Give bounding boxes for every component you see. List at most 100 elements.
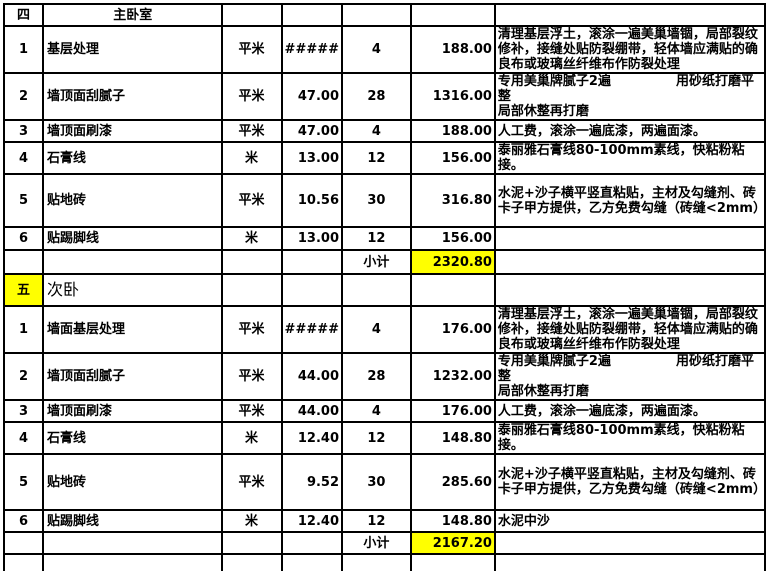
- item-name-cell: 墙顶面刷漆: [42, 119, 223, 143]
- section-header-row: 五 次卧: [2, 273, 766, 307]
- unit-price-cell: 4: [341, 119, 412, 143]
- remark-cell: 水泥+沙子横平竖直粘贴，主材及勾缝剂、砖 卡子甲方提供，乙方免费勾缝（砖缝<2m…: [493, 173, 766, 228]
- item-name-cell: 墙顶面刷漆: [42, 399, 223, 423]
- subtotal-row: 小计 2167.20: [2, 531, 766, 555]
- quantity-cell: 47.00: [280, 72, 344, 121]
- unit-cell: 米: [220, 226, 283, 251]
- unit-cell: 米: [220, 509, 283, 533]
- unit-price-cell: 30: [341, 173, 412, 228]
- empty-cell: [42, 531, 223, 555]
- empty-cell: [280, 249, 344, 275]
- quantity-cell: #####: [280, 25, 344, 74]
- subtotal-value-cell: 2167.20: [409, 531, 496, 555]
- empty-cell: [493, 3, 766, 27]
- row-no-cell: 5: [2, 453, 45, 511]
- unit-price-cell: 12: [341, 509, 412, 533]
- row-no-cell: 2: [2, 352, 45, 401]
- item-row: 3 墙顶面刷漆 平米 44.00 4 176.00 人工费，滚涂一遍底漆，两遍面…: [2, 399, 766, 423]
- empty-cell: [280, 553, 344, 571]
- quotation-table: 四 主卧室 1 基层处理 平米 ##### 4 188.00 清理基层浮土，滚涂…: [2, 3, 766, 571]
- remark-cell: [493, 226, 766, 251]
- unit-price-cell: 28: [341, 352, 412, 401]
- remark-cell: 清理基层浮土，滚涂一遍美巢墙锢，局部裂纹 修补，接缝处贴防裂绷带，轻体墙应满贴的…: [493, 305, 766, 354]
- empty-cell: [220, 531, 283, 555]
- quantity-cell: 47.00: [280, 119, 344, 143]
- empty-cell: [409, 3, 496, 27]
- subtotal-label-cell: 小计: [341, 531, 412, 555]
- item-name-cell: 石膏线: [42, 141, 223, 175]
- amount-cell: 1232.00: [409, 352, 496, 401]
- section-no-cell: 四: [2, 3, 45, 27]
- item-row: 1 墙面基层处理 平米 ##### 4 176.00 清理基层浮土，滚涂一遍美巢…: [2, 305, 766, 354]
- quantity-cell: 13.00: [280, 226, 344, 251]
- row-no-cell: 2: [2, 72, 45, 121]
- empty-cell: [493, 249, 766, 275]
- item-name-cell: 贴地砖: [42, 453, 223, 511]
- empty-cell: [2, 531, 45, 555]
- item-row: 2 墙顶面刮腻子 平米 44.00 28 1232.00 专用美巢牌腻子2遍 用…: [2, 352, 766, 401]
- remark-cell: 专用美巢牌腻子2遍 用砂纸打磨平整 局部休整再打磨: [493, 72, 766, 121]
- unit-price-cell: 4: [341, 25, 412, 74]
- unit-cell: 平米: [220, 352, 283, 401]
- row-no-cell: 5: [2, 173, 45, 228]
- empty-cell: [280, 273, 344, 307]
- remark-cell: 泰丽雅石膏线80-100mm素线，快粘粉粘接。: [493, 421, 766, 455]
- amount-cell: 176.00: [409, 399, 496, 423]
- item-row: 5 贴地砖 平米 9.52 30 285.60 水泥+沙子横平竖直粘贴，主材及勾…: [2, 453, 766, 511]
- quantity-cell: #####: [280, 305, 344, 354]
- amount-cell: 176.00: [409, 305, 496, 354]
- unit-cell: 平米: [220, 72, 283, 121]
- quantity-cell: 10.56: [280, 173, 344, 228]
- empty-cell: [220, 273, 283, 307]
- remark-cell: 人工费，滚涂一遍底漆，两遍面漆。: [493, 119, 766, 143]
- empty-cell: [42, 249, 223, 275]
- empty-cell: [220, 3, 283, 27]
- item-name-cell: 墙顶面刮腻子: [42, 352, 223, 401]
- quantity-cell: 12.40: [280, 509, 344, 533]
- amount-cell: 156.00: [409, 141, 496, 175]
- row-no-cell: 6: [2, 509, 45, 533]
- amount-cell: 188.00: [409, 25, 496, 74]
- row-no-cell: 6: [2, 226, 45, 251]
- amount-cell: 148.80: [409, 509, 496, 533]
- amount-cell: 188.00: [409, 119, 496, 143]
- unit-cell: 平米: [220, 453, 283, 511]
- amount-cell: 316.80: [409, 173, 496, 228]
- unit-price-cell: 28: [341, 72, 412, 121]
- item-row: 4 石膏线 米 13.00 12 156.00 泰丽雅石膏线80-100mm素线…: [2, 141, 766, 175]
- empty-cell: [341, 273, 412, 307]
- subtotal-label-cell: 小计: [341, 249, 412, 275]
- item-name-cell: 基层处理: [42, 25, 223, 74]
- unit-price-cell: 30: [341, 453, 412, 511]
- item-name-cell: 贴地砖: [42, 173, 223, 228]
- remark-cell: 人工费，滚涂一遍底漆，两遍面漆。: [493, 399, 766, 423]
- unit-price-cell: 12: [341, 226, 412, 251]
- empty-cell: [42, 553, 223, 571]
- quantity-cell: 13.00: [280, 141, 344, 175]
- item-name-cell: 墙顶面刮腻子: [42, 72, 223, 121]
- row-no-cell: 3: [2, 119, 45, 143]
- item-row: 6 贴踢脚线 米 13.00 12 156.00: [2, 226, 766, 251]
- section-no-cell: 五: [2, 273, 45, 307]
- remark-cell: 专用美巢牌腻子2遍 用砂纸打磨平整 局部休整再打磨: [493, 352, 766, 401]
- item-name-cell: 墙面基层处理: [42, 305, 223, 354]
- unit-cell: 米: [220, 421, 283, 455]
- row-no-cell: 1: [2, 25, 45, 74]
- amount-cell: 1316.00: [409, 72, 496, 121]
- amount-cell: 148.80: [409, 421, 496, 455]
- remark-cell: 水泥+沙子横平竖直粘贴，主材及勾缝剂、砖 卡子甲方提供，乙方免费勾缝（砖缝<2m…: [493, 453, 766, 511]
- empty-cell: [493, 531, 766, 555]
- row-no-cell: 4: [2, 141, 45, 175]
- section-name-cell: 主卧室: [42, 3, 223, 27]
- row-no-cell: 4: [2, 421, 45, 455]
- item-name-cell: 贴踢脚线: [42, 226, 223, 251]
- quantity-cell: 44.00: [280, 399, 344, 423]
- unit-cell: 平米: [220, 25, 283, 74]
- amount-cell: 285.60: [409, 453, 496, 511]
- empty-cell: [2, 249, 45, 275]
- row-no-cell: 1: [2, 305, 45, 354]
- spacer-row: [2, 553, 766, 571]
- unit-cell: 平米: [220, 173, 283, 228]
- quantity-cell: 44.00: [280, 352, 344, 401]
- quantity-cell: 12.40: [280, 421, 344, 455]
